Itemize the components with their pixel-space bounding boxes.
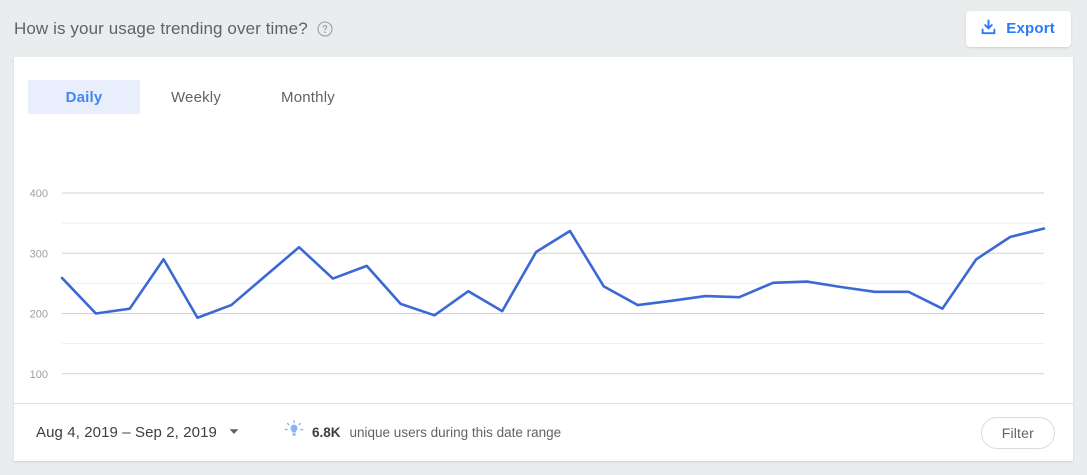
series-line-usage xyxy=(60,227,1046,320)
date-range-label: Aug 4, 2019 – Sep 2, 2019 xyxy=(36,424,217,441)
download-icon xyxy=(979,18,998,40)
tab-weekly[interactable]: Weekly xyxy=(140,80,252,114)
chevron-down-icon xyxy=(228,424,240,442)
filter-button[interactable]: Filter xyxy=(980,416,1055,449)
insight-text: unique users during this date range xyxy=(349,425,562,440)
help-circle-icon[interactable] xyxy=(317,20,333,37)
chart-series xyxy=(60,227,1046,320)
svg-text:100: 100 xyxy=(30,369,48,381)
granularity-tab-bar: Daily Weekly Monthly xyxy=(28,80,364,114)
export-button[interactable]: Export xyxy=(966,10,1071,47)
export-label: Export xyxy=(1006,20,1055,37)
lightbulb-icon xyxy=(284,420,304,445)
insight-count: 6.8K xyxy=(311,425,341,440)
svg-text:300: 300 xyxy=(30,248,48,260)
page-header: How is your usage trending over time? Ex… xyxy=(0,0,1087,57)
chart-canvas: 0100200300400 Aug 5Aug 8Aug 11Aug 14Aug … xyxy=(30,188,1046,381)
insight-message: 6.8K unique users during this date range xyxy=(284,420,561,445)
tab-daily[interactable]: Daily xyxy=(28,80,140,114)
card-footer: Aug 4, 2019 – Sep 2, 2019 xyxy=(14,403,1073,461)
svg-text:400: 400 xyxy=(30,188,48,200)
date-range-selector[interactable]: Aug 4, 2019 – Sep 2, 2019 xyxy=(36,424,240,442)
chart-minor-gridlines xyxy=(62,222,1044,345)
page-title: How is your usage trending over time? xyxy=(14,18,308,38)
chart-y-axis-labels: 0100200300400 xyxy=(30,188,48,381)
tab-monthly[interactable]: Monthly xyxy=(252,80,364,114)
svg-text:200: 200 xyxy=(30,309,48,321)
usage-line-chart: 0100200300400 Aug 5Aug 8Aug 11Aug 14Aug … xyxy=(14,123,1073,393)
chart-major-gridlines xyxy=(62,192,1044,375)
usage-chart-card: Daily Weekly Monthly 0100200300400 Aug 5… xyxy=(14,57,1073,461)
